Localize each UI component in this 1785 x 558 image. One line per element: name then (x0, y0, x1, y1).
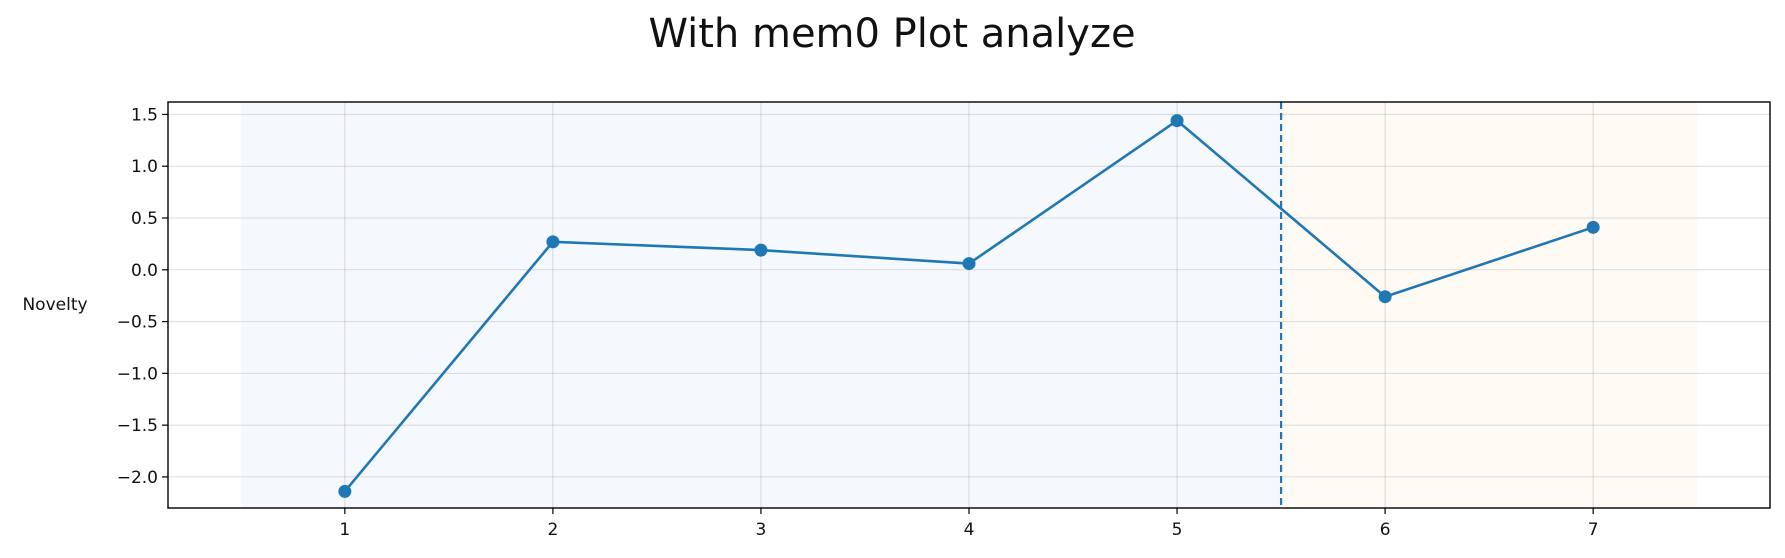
y-tick-label: 0.5 (131, 209, 158, 229)
x-axis: 1 2 3 4 5 6 7 (339, 508, 1599, 540)
data-point (338, 484, 352, 498)
x-tick-label: 2 (547, 520, 558, 540)
data-point (1170, 114, 1184, 128)
y-tick-label: −1.5 (117, 416, 158, 436)
y-tick-label: −1.0 (117, 364, 158, 384)
data-point (1378, 290, 1392, 304)
data-series (338, 114, 1600, 498)
y-tick-label: −0.5 (117, 313, 158, 333)
data-point (1586, 220, 1600, 234)
y-axis: 1.5 1.0 0.5 0.0 −0.5 −1.0 −1.5 −2.0 (117, 105, 168, 488)
x-tick-label: 1 (339, 520, 350, 540)
y-tick-label: 0.0 (131, 261, 158, 281)
y-tick-label: 1.0 (131, 157, 158, 177)
x-tick-label: 4 (964, 520, 975, 540)
x-tick-label: 7 (1588, 520, 1599, 540)
y-tick-label: 1.5 (131, 105, 158, 125)
data-point (754, 243, 768, 257)
y-tick-label: −2.0 (117, 468, 158, 488)
shaded-region-2 (1281, 102, 1698, 508)
x-tick-label: 6 (1380, 520, 1391, 540)
chart-title: With mem0 Plot analyze (648, 11, 1135, 57)
x-tick-label: 5 (1172, 520, 1183, 540)
x-tick-label: 3 (756, 520, 767, 540)
y-axis-label: Novelty (22, 295, 87, 315)
data-point (962, 257, 976, 271)
data-point (546, 235, 560, 249)
